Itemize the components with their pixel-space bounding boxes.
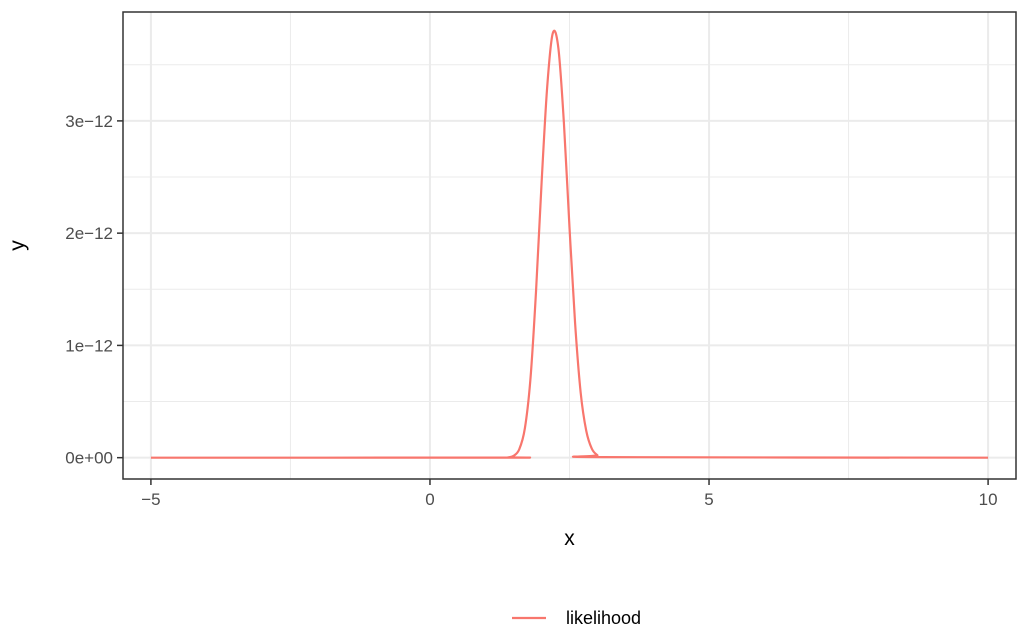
legend-label-likelihood: likelihood (566, 608, 641, 628)
series-layer (150, 29, 989, 459)
y-tick-label-2: 2e−12 (65, 224, 113, 243)
axis-ticks: −5 0 5 10 0e+00 1e−12 2e−12 3e−12 (65, 112, 997, 509)
y-axis-title: y (6, 240, 29, 251)
x-tick-label-0: −5 (141, 490, 160, 509)
panel-border (122, 11, 1017, 480)
series-line-likelihood (150, 29, 989, 459)
x-tick-label-2: 5 (704, 490, 713, 509)
legend: likelihood (512, 608, 641, 628)
x-tick-label-1: 0 (425, 490, 434, 509)
x-tick-label-3: 10 (979, 490, 998, 509)
y-tick-label-3: 3e−12 (65, 112, 113, 131)
x-axis-title: x (564, 527, 575, 550)
y-tick-label-0: 0e+00 (65, 449, 113, 468)
y-tick-label-1: 1e−12 (65, 336, 113, 355)
